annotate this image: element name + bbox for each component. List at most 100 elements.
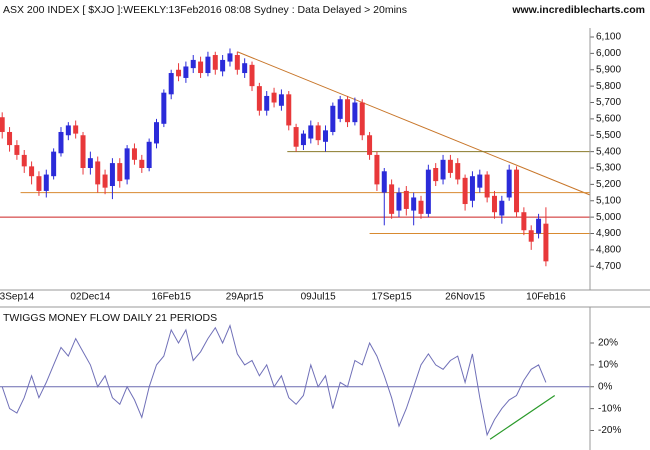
candle-body (242, 63, 248, 74)
candle-body (367, 135, 373, 155)
candle-body (220, 59, 226, 72)
y-tick-label: 5,100 (596, 195, 621, 206)
candle-body (146, 141, 152, 169)
candle-body (124, 148, 130, 180)
money-flow-line (1, 323, 547, 437)
candle-body (139, 159, 145, 169)
candle-body (264, 95, 270, 111)
candle-body (374, 154, 380, 185)
candle-body (536, 218, 542, 234)
y-tick-label: 0% (598, 381, 613, 392)
candle-body (389, 184, 395, 214)
x-tick-label: 09Jul15 (301, 292, 336, 303)
candle-body (249, 64, 255, 87)
candle-body (227, 53, 233, 62)
indicator-title: TWIGGS MONEY FLOW DAILY 21 PERIODS (3, 312, 217, 324)
candle-body (396, 192, 402, 211)
candle-body (43, 174, 49, 191)
candle-body (161, 92, 167, 124)
candle-body (21, 154, 27, 167)
candle-body (0, 117, 5, 132)
y-tick-label: 5,300 (596, 163, 621, 174)
y-tick-label: 4,900 (596, 228, 621, 239)
x-tick-label: 29Apr15 (226, 292, 264, 303)
candle-body (95, 161, 101, 185)
y-tick-label: 5,500 (596, 130, 621, 141)
candle-body (477, 174, 483, 188)
chart-title: ASX 200 INDEX [ $XJO ]:WEEKLY:13Feb2016 … (3, 4, 407, 16)
y-tick-label: -10% (598, 403, 621, 414)
trend-line (237, 51, 591, 196)
candle-body (499, 200, 505, 216)
candle-body (51, 151, 57, 177)
candle-body (205, 56, 211, 74)
candle-body (469, 176, 475, 201)
y-tick-label: 5,000 (596, 212, 621, 223)
y-tick-label: 5,800 (596, 81, 621, 92)
candle-body (433, 168, 439, 182)
trend-line (489, 395, 556, 440)
candle-body (345, 99, 351, 123)
candle-body (65, 125, 71, 136)
candle-body (286, 94, 292, 126)
candle-body (131, 148, 137, 160)
candle-body (491, 195, 497, 213)
y-tick-label: 5,900 (596, 64, 621, 75)
x-tick-label: 16Feb15 (151, 292, 191, 303)
candle-body (293, 127, 299, 147)
y-tick-label: -20% (598, 425, 621, 436)
y-tick-label: 4,800 (596, 245, 621, 256)
candle-body (154, 122, 160, 144)
candle-body (447, 159, 453, 173)
candle-body (256, 86, 262, 111)
candle-body (403, 190, 409, 209)
y-tick-label: 5,700 (596, 97, 621, 108)
x-tick-label: 3Sep14 (0, 292, 35, 303)
candle-body (514, 169, 520, 213)
candle-body (117, 163, 123, 182)
x-tick-label: 17Sep15 (372, 292, 412, 303)
x-tick-label: 02Dec14 (70, 292, 110, 303)
candle-body (308, 125, 314, 139)
y-tick-label: 10% (598, 360, 618, 371)
candle-body (36, 176, 42, 191)
candle-body (521, 212, 527, 231)
y-tick-label: 20% (598, 338, 618, 349)
y-tick-label: 5,400 (596, 146, 621, 157)
candle-body (300, 133, 306, 146)
candle-body (73, 125, 79, 134)
source: www.incrediblecharts.com (511, 4, 645, 16)
candle-body (484, 174, 490, 198)
candle-body (543, 223, 549, 262)
candle-body (462, 177, 468, 205)
candle-body (506, 169, 512, 198)
candle-body (440, 159, 446, 180)
candle-body (425, 169, 431, 214)
candle-body (102, 174, 108, 188)
candle-body (271, 92, 277, 103)
candle-body (322, 130, 328, 142)
candle-body (109, 163, 115, 187)
candle-body (315, 125, 321, 141)
candle-body (58, 131, 64, 154)
candle-body (352, 102, 358, 123)
candle-body (87, 158, 93, 169)
x-tick-label: 26Nov15 (445, 292, 485, 303)
candle-body (14, 145, 20, 155)
candle-body (168, 73, 174, 95)
candle-body (455, 163, 461, 180)
y-tick-label: 5,600 (596, 114, 621, 125)
y-tick-label: 5,200 (596, 179, 621, 190)
y-tick-label: 6,100 (596, 32, 621, 43)
candle-body (330, 105, 336, 132)
candle-body (29, 166, 35, 177)
candle-body (176, 69, 182, 77)
candle-body (418, 200, 424, 214)
candle-body (212, 55, 218, 70)
y-tick-label: 6,000 (596, 48, 621, 59)
x-tick-label: 10Feb16 (526, 292, 566, 303)
candle-body (528, 230, 534, 242)
candle-body (198, 61, 204, 74)
